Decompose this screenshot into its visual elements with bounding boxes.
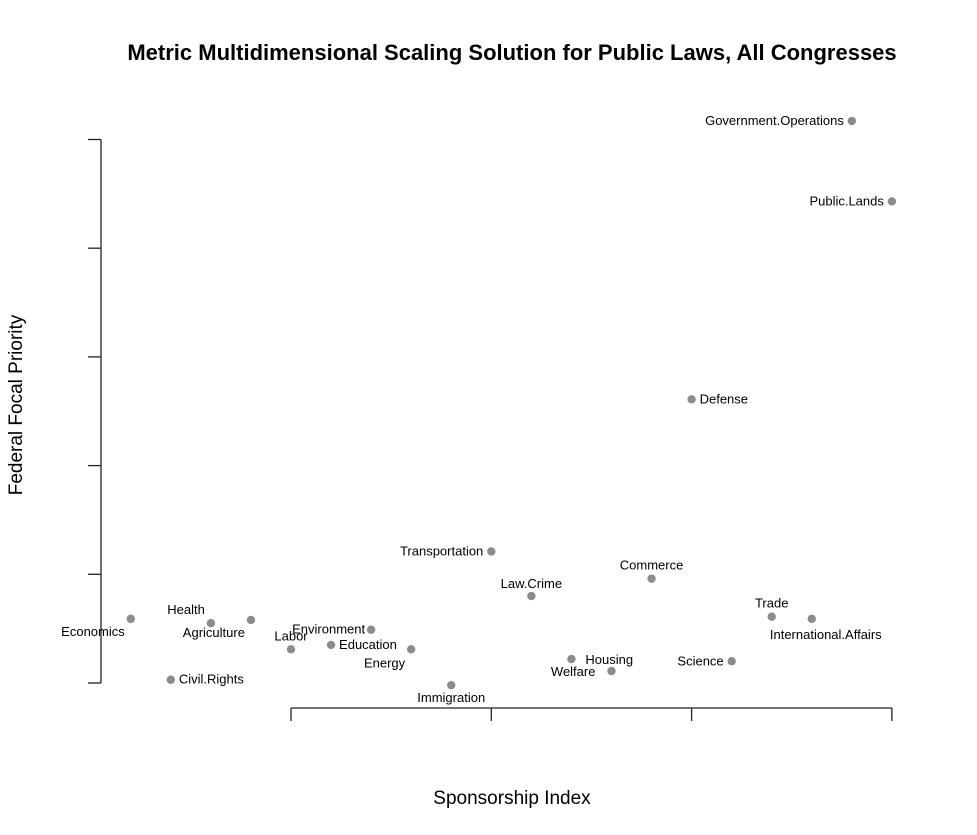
data-point xyxy=(206,619,216,628)
chart-title: Metric Multidimensional Scaling Solution… xyxy=(127,40,896,65)
point-label: International.Affairs xyxy=(770,627,882,642)
point-label: Housing xyxy=(585,652,633,667)
data-point xyxy=(727,657,736,666)
point-label: Immigration xyxy=(417,690,485,705)
x-axis xyxy=(290,707,893,721)
data-point xyxy=(286,645,296,654)
data-point xyxy=(687,395,696,404)
data-point xyxy=(366,625,376,634)
data-point xyxy=(166,675,176,684)
point-label: Government.Operations xyxy=(705,113,844,128)
point-label: Labor xyxy=(274,628,308,643)
data-point xyxy=(607,666,616,676)
point-label: Agriculture xyxy=(183,625,245,640)
point-label: Science xyxy=(677,653,723,668)
x-axis-label: Sponsorship Index xyxy=(433,788,591,809)
data-point xyxy=(847,116,857,126)
point-label: Trade xyxy=(755,596,788,611)
data-point xyxy=(887,197,897,206)
data-point xyxy=(447,680,456,690)
data-points: Economics Civil.Rights Health Agriculture La… xyxy=(61,113,897,705)
point-label: Law.Crime xyxy=(501,576,562,591)
y-axis-label: Federal Focal Priority xyxy=(6,314,27,495)
point-label: Defense xyxy=(700,391,748,406)
point-label: Economics xyxy=(61,624,125,639)
point-label: Civil.Rights xyxy=(179,672,245,687)
point-label: Transportation xyxy=(400,543,483,558)
point-label: Health xyxy=(167,602,205,617)
data-point xyxy=(767,612,776,621)
data-point xyxy=(487,547,496,556)
data-point xyxy=(126,614,135,624)
data-point xyxy=(406,645,416,654)
point-label: Energy xyxy=(364,655,406,670)
point-label: Welfare xyxy=(551,664,596,679)
data-point xyxy=(807,614,816,624)
data-point xyxy=(567,654,576,664)
point-label: Commerce xyxy=(620,558,684,573)
point-label: Education xyxy=(339,637,397,652)
data-point xyxy=(647,574,656,583)
y-axis xyxy=(88,138,102,684)
point-label: Environment xyxy=(292,622,365,637)
data-point xyxy=(527,591,536,601)
data-point xyxy=(246,615,256,625)
point-label: Public.Lands xyxy=(809,193,884,208)
data-point xyxy=(326,640,336,650)
